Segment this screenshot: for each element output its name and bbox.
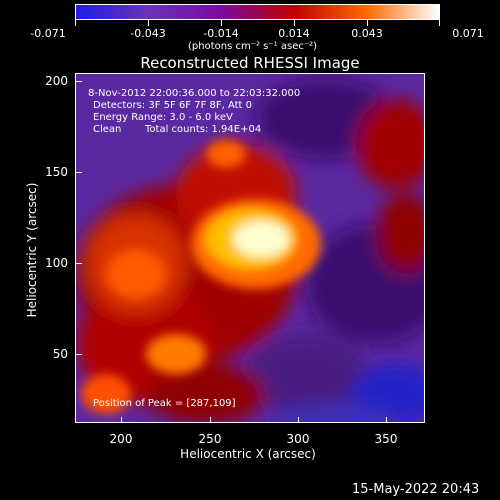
footer-date: 15-May-2022 20:43	[352, 482, 480, 497]
y-tick-label: 100	[45, 256, 68, 270]
colorbar-tick-label: -0.014	[203, 27, 239, 40]
y-tick-label: 200	[45, 74, 68, 88]
colorbar-tick-label: 0.043	[351, 27, 383, 40]
colorbar-unit-label: (photons cm⁻² s⁻¹ asec⁻²)	[188, 41, 318, 52]
colorbar-tick	[75, 20, 76, 26]
colorbar-tick-label: -0.071	[30, 27, 66, 40]
method-text: Clean	[93, 124, 122, 135]
colorbar-tick	[221, 20, 222, 26]
solar-image	[75, 73, 425, 423]
colorbar-tick-label: 0.014	[278, 27, 310, 40]
energy-range-text: Energy Range: 3.0 - 6.0 keV	[93, 112, 233, 123]
colorbar-tick	[367, 20, 368, 26]
y-tick-label: 150	[45, 165, 68, 179]
y-axis-label: Heliocentric Y (arcsec)	[25, 182, 39, 318]
y-tick	[76, 81, 82, 82]
colorbar-tick	[148, 20, 149, 26]
x-tick-label: 350	[374, 432, 398, 446]
colorbar-tick-label: -0.043	[130, 27, 166, 40]
colorbar-tick	[294, 20, 295, 26]
x-tick	[386, 417, 387, 423]
y-tick	[76, 354, 82, 355]
colorbar	[75, 4, 440, 20]
colorbar-tick-label: 0.071	[452, 27, 484, 40]
x-tick-label: 300	[286, 432, 310, 446]
colorbar-tick	[439, 20, 440, 26]
y-tick	[76, 263, 82, 264]
peak-position-text: Position of Peak = [287,109]	[93, 398, 236, 409]
x-tick	[121, 417, 122, 423]
x-tick-label: 250	[198, 432, 222, 446]
x-tick	[210, 417, 211, 423]
x-tick-label: 200	[109, 432, 133, 446]
solar-image-canvas	[76, 74, 424, 422]
x-tick	[298, 417, 299, 423]
detectors-text: Detectors: 3F 5F 6F 7F 8F, Att 0	[93, 100, 253, 111]
total-counts-text: Total counts: 1.94E+04	[145, 124, 262, 135]
x-axis-label: Heliocentric X (arcsec)	[180, 447, 316, 461]
y-tick-label: 50	[52, 347, 68, 361]
plot-title: Reconstructed RHESSI Image	[140, 54, 360, 72]
time-range-text: 8-Nov-2012 22:00:36.000 to 22:03:32.000	[88, 88, 301, 99]
y-tick	[76, 172, 82, 173]
